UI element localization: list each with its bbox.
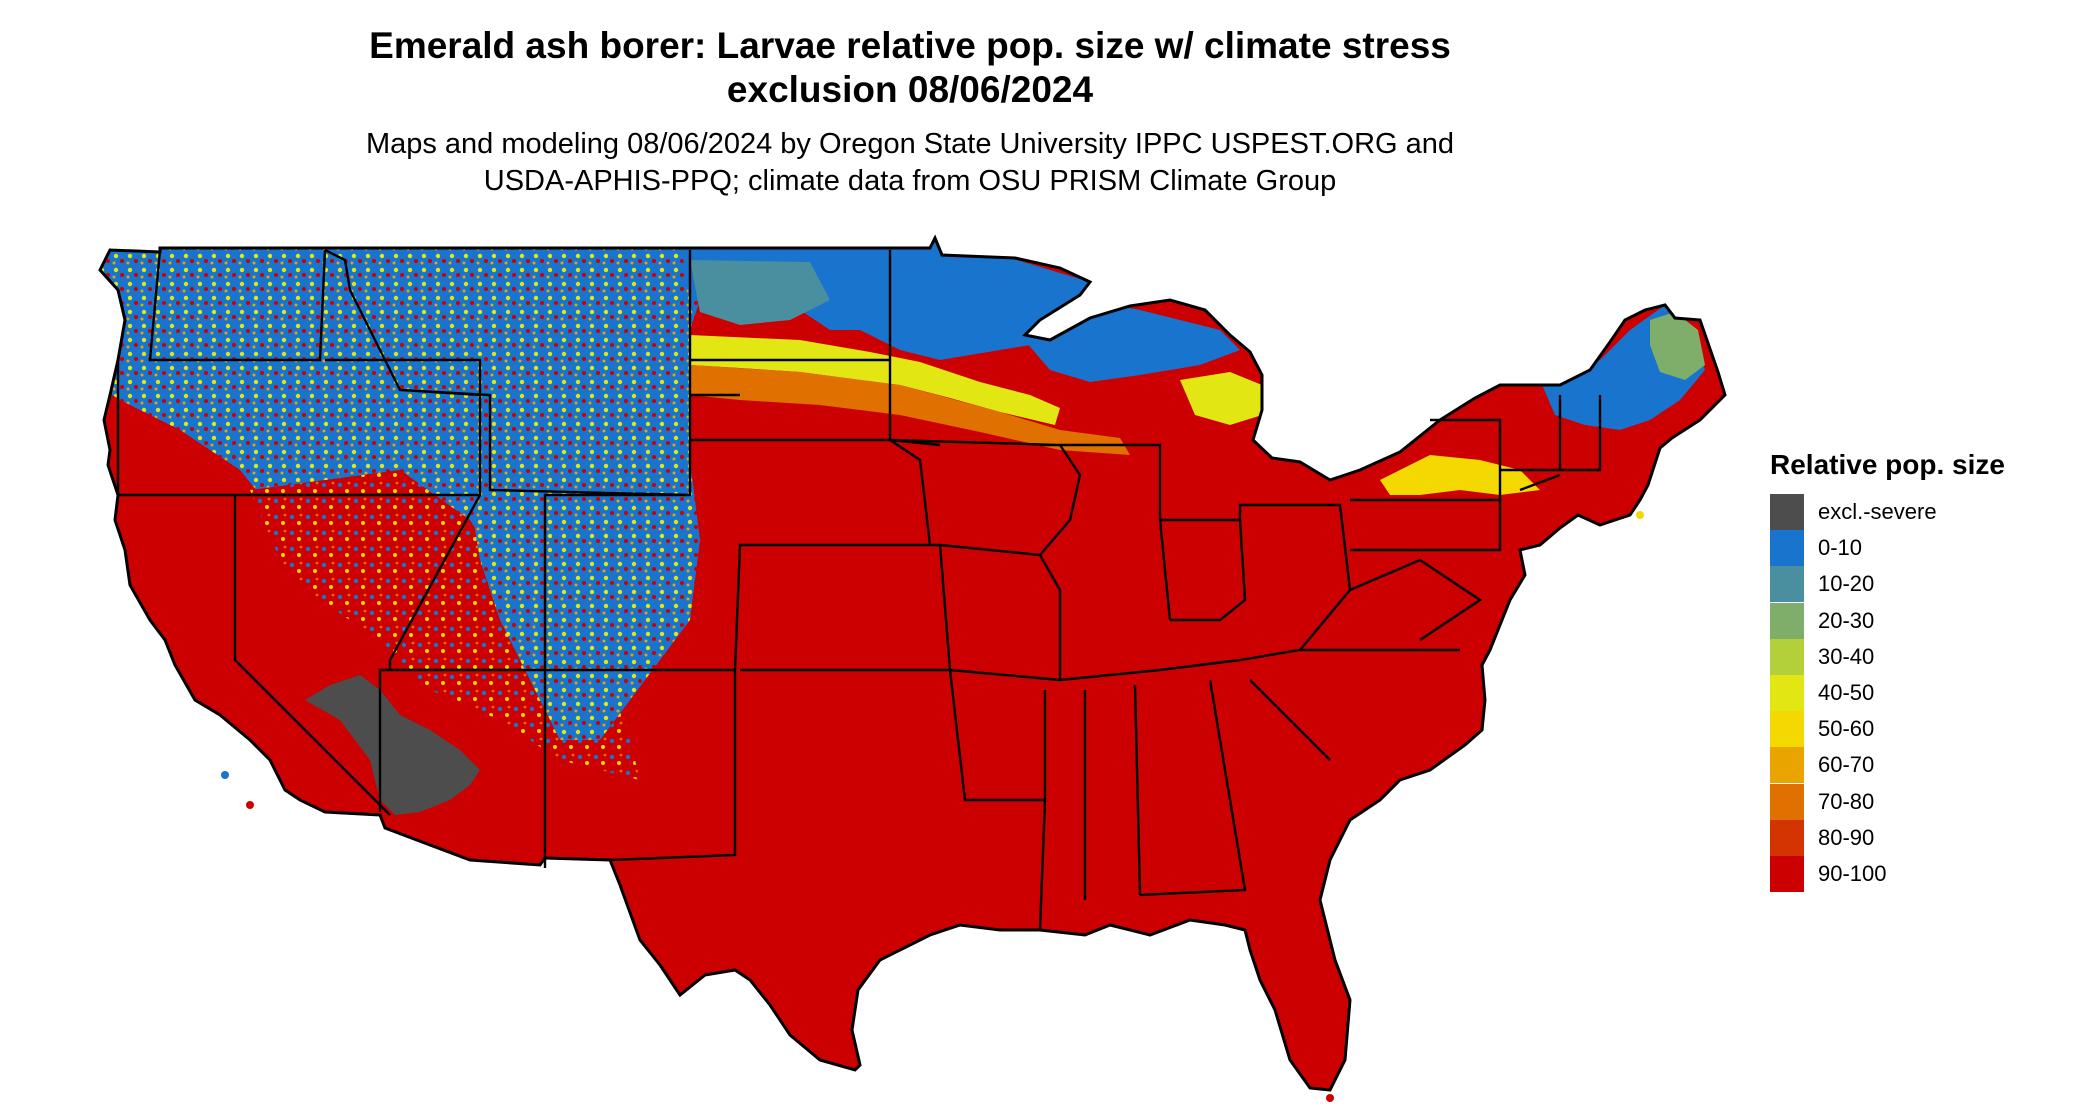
legend-item: 60-70 [1770,747,2005,784]
island-speck [1326,1094,1334,1102]
legend-label: 0-10 [1818,535,1863,561]
legend-swatch [1770,783,1804,820]
legend-rows: excl.-severe 0-10 10-20 20-30 30-40 40-50 50-6… [1770,494,2005,892]
state-boundary-lines [116,248,1602,931]
north-plains-yellow-band [690,335,1060,425]
map-title: Emerald ash borer: Larvae relative pop. … [300,24,1520,112]
legend-item: 30-40 [1770,638,2005,675]
legend-item: 0-10 [1770,530,2005,567]
legend-label: excl.-severe [1818,499,1937,525]
southwest-excluded-region [305,675,480,815]
legend-label: 30-40 [1818,643,1875,669]
maine-green [1650,312,1705,380]
legend-label: 70-80 [1818,788,1875,814]
coastal-specks [221,511,1644,1102]
legend-item: 40-50 [1770,675,2005,712]
legend-swatch [1770,638,1804,675]
michigan-tip-yellow [1180,372,1262,425]
subtitle-line-1: Maps and modeling 08/06/2024 by Oregon S… [365,128,1455,160]
legend-label: 90-100 [1818,860,1887,886]
legend-swatch [1770,711,1804,748]
island-speck [221,771,229,779]
map-subtitle: Maps and modeling 08/06/2024 by Oregon S… [300,126,1520,200]
legend-title: Relative pop. size [1770,449,2005,480]
legend-label: 10-20 [1818,571,1875,597]
legend-label: 40-50 [1818,680,1875,706]
north-plains-orange-band [690,365,1130,455]
legend-swatch [1770,494,1804,531]
legend-swatch [1770,819,1804,856]
legend-label: 80-90 [1818,824,1875,850]
legend-item: 70-80 [1770,783,2005,820]
legend-label: 60-70 [1818,752,1875,778]
legend-swatch [1770,566,1804,603]
legend-swatch [1770,675,1804,712]
colorado-blue-mixed [470,395,700,740]
island-speck [246,801,254,809]
legend-item: 50-60 [1770,711,2005,748]
legend: Relative pop. size excl.-severe 0-10 10-20… [1770,448,2005,892]
north-plains-teal-region [690,260,830,325]
legend-swatch [1770,602,1804,639]
state-boundaries [98,236,1727,1092]
legend-label: 50-60 [1818,716,1875,742]
title-line-2: exclusion 08/06/2024 [726,69,1094,110]
legend-item: 80-90 [1770,819,2005,856]
legend-label: 20-30 [1818,607,1875,633]
legend-swatch [1770,747,1804,784]
legend-item: 20-30 [1770,602,2005,639]
subtitle-line-2: USDA-APHIS-PPQ; climate data from OSU PR… [483,165,1337,197]
legend-swatch [1770,855,1804,892]
island-speck [1636,511,1644,519]
legend-swatch [1770,530,1804,567]
legend-item: excl.-severe [1770,494,2005,531]
legend-item: 10-20 [1770,566,2005,603]
legend-item: 90-100 [1770,855,2005,892]
title-line-1: Emerald ash borer: Larvae relative pop. … [369,25,1451,66]
